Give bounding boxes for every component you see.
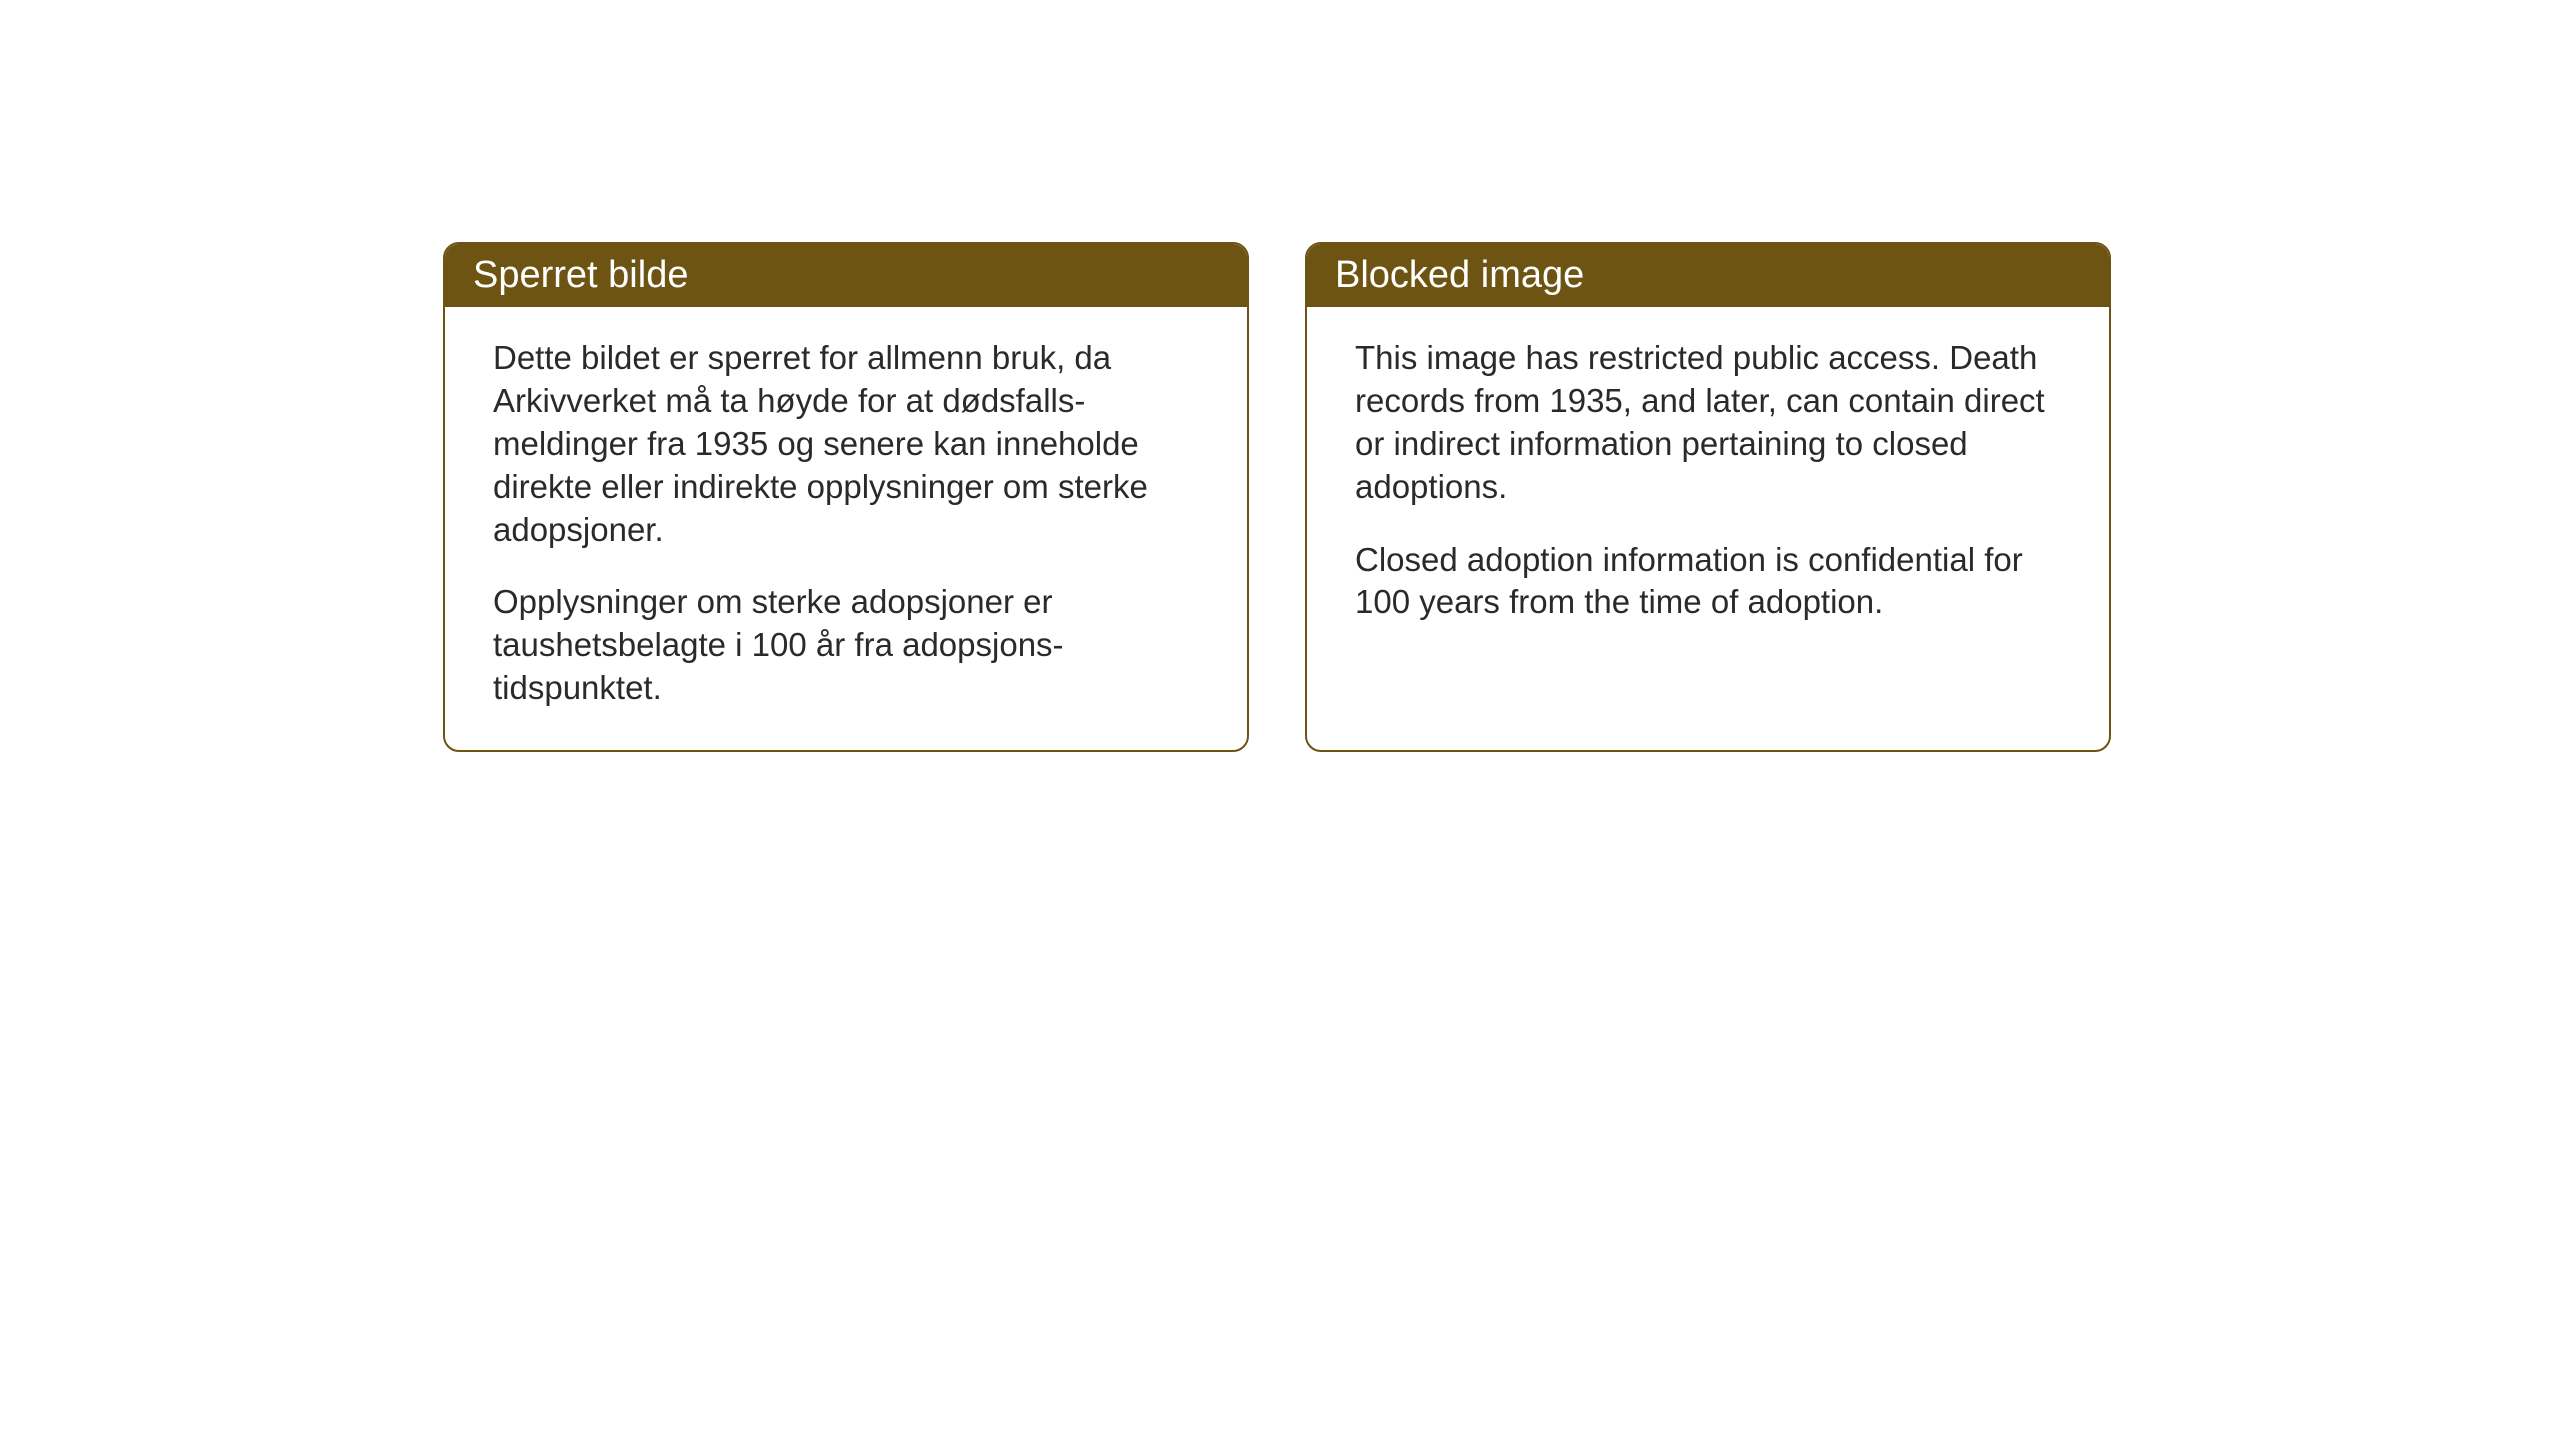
card-title-norwegian: Sperret bilde — [473, 254, 688, 296]
notice-card-english: Blocked image This image has restricted … — [1305, 242, 2111, 752]
card-paragraph-norwegian-2: Opplysninger om sterke adopsjoner er tau… — [493, 581, 1199, 710]
card-paragraph-english-2: Closed adoption information is confident… — [1355, 539, 2061, 625]
notice-container: Sperret bilde Dette bildet er sperret fo… — [443, 242, 2111, 752]
card-paragraph-english-1: This image has restricted public access.… — [1355, 337, 2061, 509]
card-header-english: Blocked image — [1307, 244, 2109, 307]
notice-card-norwegian: Sperret bilde Dette bildet er sperret fo… — [443, 242, 1249, 752]
card-paragraph-norwegian-1: Dette bildet er sperret for allmenn bruk… — [493, 337, 1199, 551]
card-header-norwegian: Sperret bilde — [445, 244, 1247, 307]
card-body-english: This image has restricted public access.… — [1307, 307, 2109, 664]
card-body-norwegian: Dette bildet er sperret for allmenn bruk… — [445, 307, 1247, 750]
card-title-english: Blocked image — [1335, 254, 1584, 296]
